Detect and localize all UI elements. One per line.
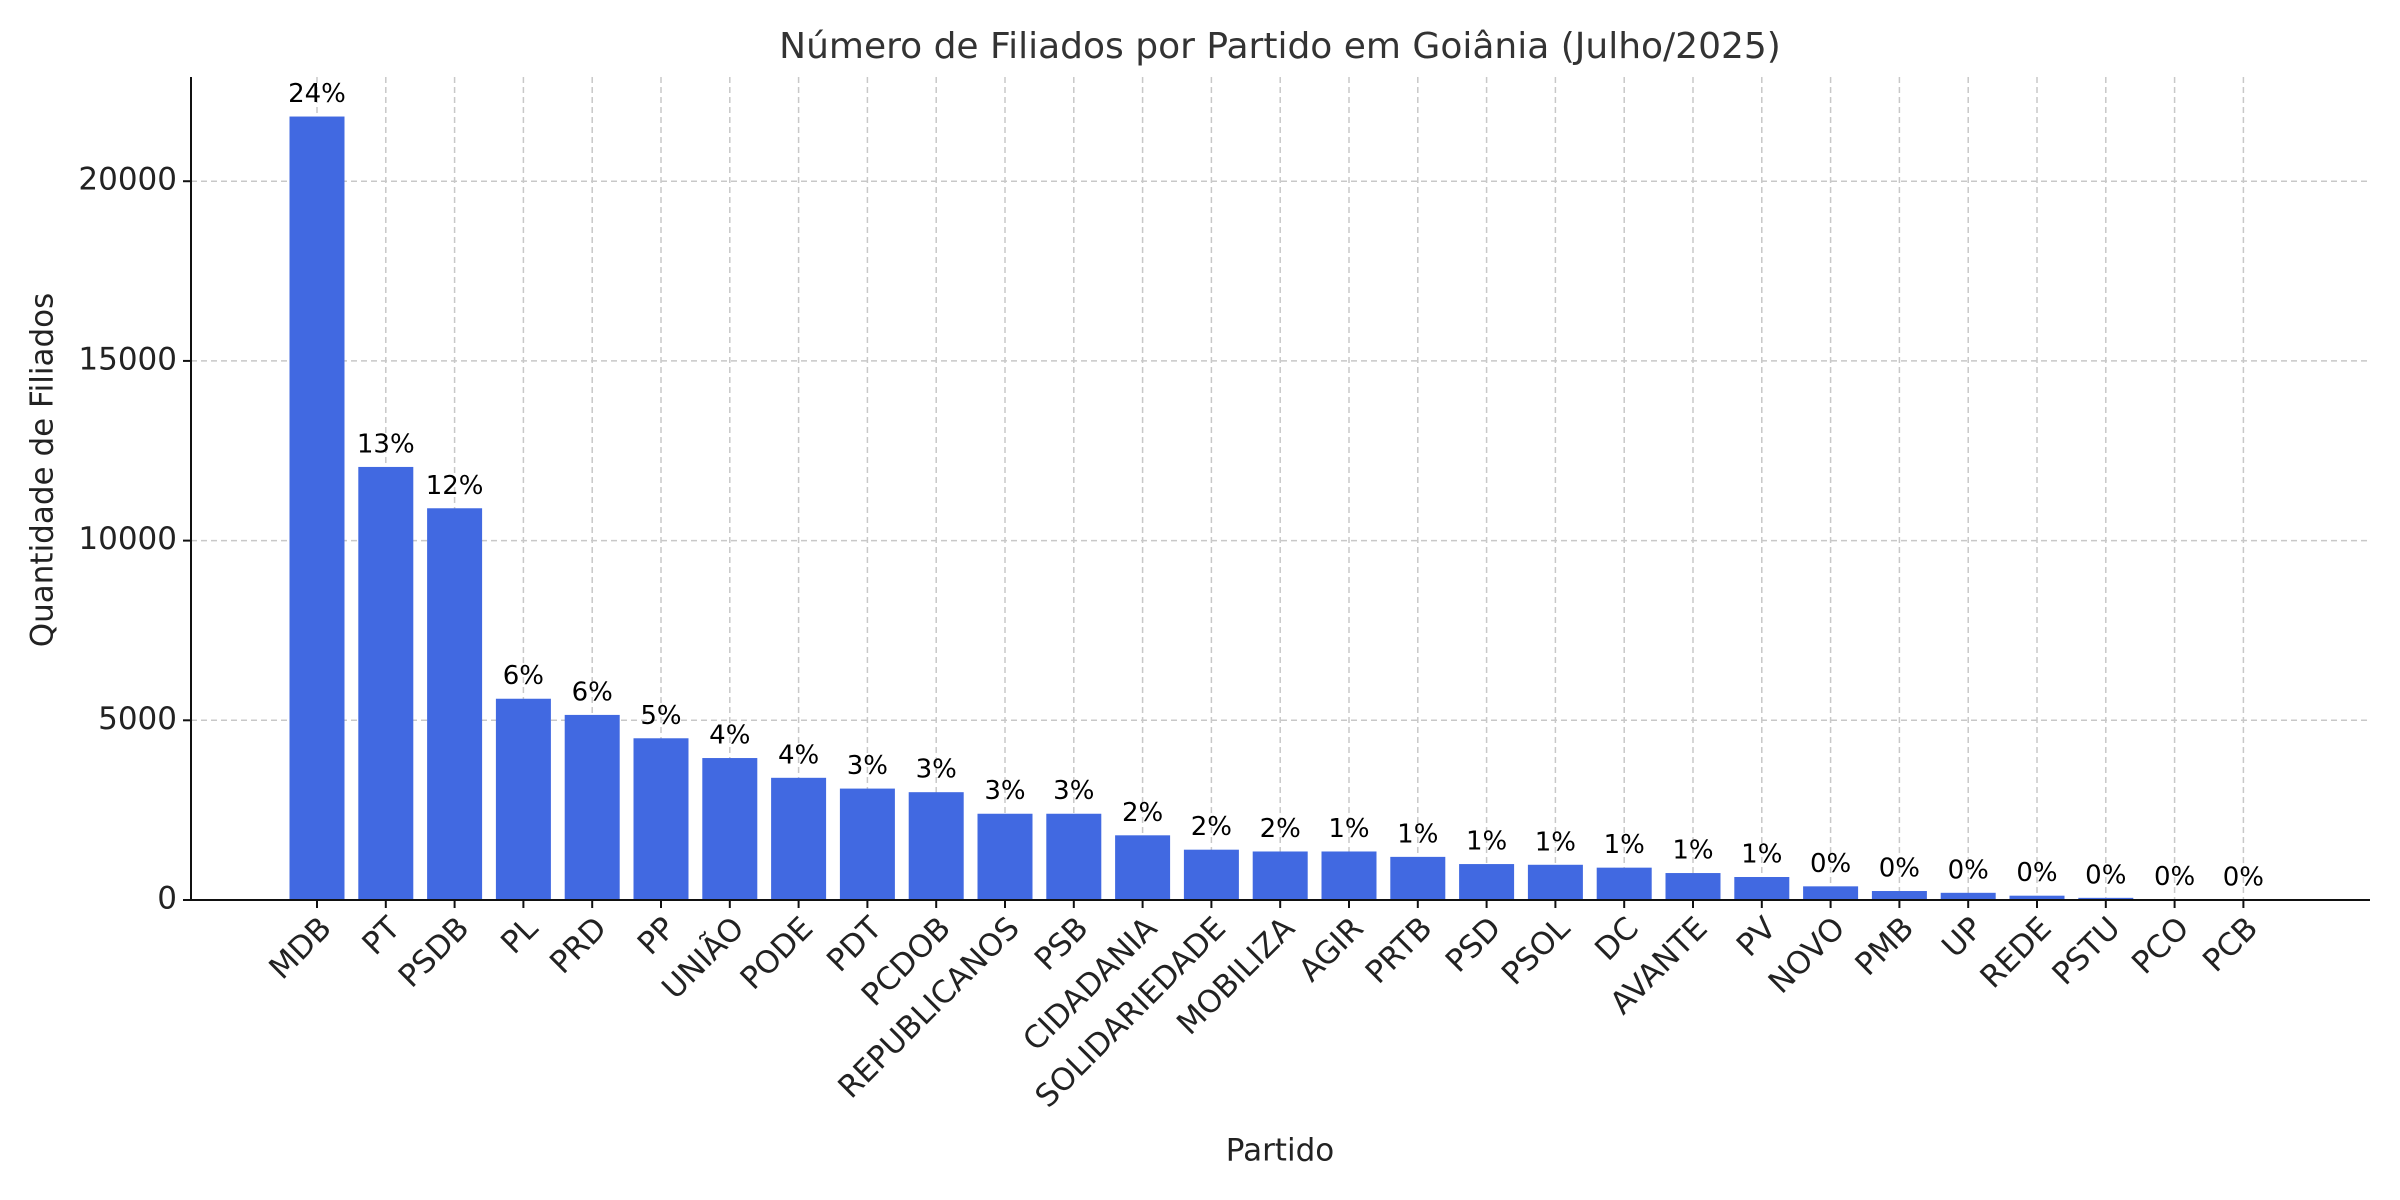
x-tick-label: PCB xyxy=(2196,910,2265,979)
data-label: 0% xyxy=(2223,862,2264,892)
y-tick-label: 0 xyxy=(157,881,177,917)
data-label: 0% xyxy=(2085,860,2126,890)
bar xyxy=(1665,873,1721,900)
data-label: 2% xyxy=(1191,812,1232,842)
data-label: 6% xyxy=(503,661,544,691)
bar xyxy=(1183,849,1239,900)
data-label: 4% xyxy=(709,721,750,751)
x-tick-label: PT xyxy=(355,909,408,962)
bar xyxy=(1046,813,1102,900)
bar xyxy=(1803,886,1859,900)
bar xyxy=(771,777,827,900)
bar xyxy=(908,792,964,900)
data-label: 24% xyxy=(288,79,346,109)
bar xyxy=(1252,851,1308,900)
x-tick-label: PSOL xyxy=(1495,910,1578,993)
bar xyxy=(358,466,414,900)
data-label: 3% xyxy=(1053,776,1094,806)
bar xyxy=(1390,856,1446,900)
bar xyxy=(564,714,620,900)
y-tick-label: 10000 xyxy=(78,521,177,557)
bar xyxy=(495,698,551,900)
data-label: 1% xyxy=(1466,827,1507,857)
x-tick-label: REDE xyxy=(1973,910,2058,995)
data-label: 12% xyxy=(426,471,484,501)
data-label: 2% xyxy=(1260,814,1301,844)
bar xyxy=(1321,851,1377,900)
data-label: 0% xyxy=(1810,849,1851,879)
bar xyxy=(977,813,1033,900)
data-label: 5% xyxy=(640,701,681,731)
data-label: 1% xyxy=(1672,836,1713,866)
bar xyxy=(1115,835,1171,900)
bar xyxy=(1459,864,1515,900)
bar xyxy=(289,116,345,900)
y-tick-label: 15000 xyxy=(78,341,177,377)
data-label: 13% xyxy=(357,429,415,459)
bar xyxy=(839,788,895,900)
x-tick-label: PRD xyxy=(543,910,614,981)
data-label: 1% xyxy=(1397,819,1438,849)
bar xyxy=(633,738,689,900)
bar xyxy=(1596,867,1652,900)
data-label: 1% xyxy=(1328,814,1369,844)
data-label: 3% xyxy=(916,755,957,785)
chart-title: Número de Filiados por Partido em Goiâni… xyxy=(779,26,1781,67)
data-label: 6% xyxy=(572,677,613,707)
x-tick-label: PODE xyxy=(734,910,821,997)
x-tick-label: DC xyxy=(1588,910,1646,968)
data-label: 0% xyxy=(1948,855,1989,885)
bar xyxy=(1527,864,1583,900)
x-tick-label: UP xyxy=(1935,910,1990,965)
data-label: 2% xyxy=(1122,798,1163,828)
x-tick-label: MDB xyxy=(262,910,338,986)
data-label: 1% xyxy=(1741,839,1782,869)
bar xyxy=(2009,895,2065,900)
y-axis-label: Quantidade de Filiados xyxy=(25,293,61,648)
data-label: 0% xyxy=(2016,858,2057,888)
x-tick-label: PMB xyxy=(1848,910,1921,983)
bar xyxy=(427,508,483,900)
data-label: 1% xyxy=(1535,827,1576,857)
data-label: 3% xyxy=(847,751,888,781)
data-label: 0% xyxy=(2154,862,2195,892)
bar xyxy=(1734,876,1790,900)
bar xyxy=(702,758,758,900)
x-tick-label: PCO xyxy=(2125,910,2196,981)
x-tick-label: PSTU xyxy=(2045,910,2127,992)
x-tick-label: AGIR xyxy=(1292,910,1371,989)
y-tick-label: 5000 xyxy=(98,701,177,737)
data-label: 0% xyxy=(1879,854,1920,884)
bar xyxy=(2078,897,2134,900)
y-tick-label: 20000 xyxy=(78,162,177,198)
x-tick-label: NOVO xyxy=(1762,910,1853,1001)
x-tick-label: PP xyxy=(631,910,683,962)
x-tick-label: PRTB xyxy=(1359,910,1440,991)
bar xyxy=(1871,891,1927,900)
bar xyxy=(1940,892,1996,900)
x-axis-label: Partido xyxy=(1226,1133,1334,1169)
data-label: 4% xyxy=(778,740,819,770)
data-label: 1% xyxy=(1604,830,1645,860)
data-label: 3% xyxy=(984,776,1025,806)
x-tick-label: PV xyxy=(1730,910,1784,964)
x-tick-label: PSDB xyxy=(392,910,477,995)
x-tick-label: PL xyxy=(494,910,545,961)
